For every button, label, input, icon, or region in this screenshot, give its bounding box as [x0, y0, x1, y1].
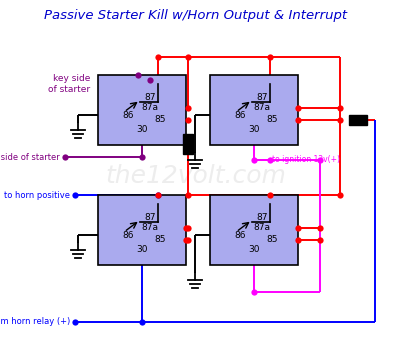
Text: 87: 87: [144, 214, 156, 222]
Text: 30: 30: [136, 126, 148, 134]
Text: to horn positive: to horn positive: [4, 190, 70, 200]
Text: key side
of starter: key side of starter: [48, 74, 90, 94]
Text: 87: 87: [256, 94, 268, 102]
Bar: [210, 195, 298, 265]
Bar: [98, 195, 186, 265]
Text: from horn relay (+): from horn relay (+): [0, 318, 70, 327]
Bar: [210, 75, 298, 145]
Text: 30: 30: [248, 245, 260, 254]
Text: 87a: 87a: [141, 103, 158, 113]
Bar: [349, 115, 367, 125]
Text: 85: 85: [266, 115, 278, 125]
Bar: [183, 134, 193, 154]
Text: 30: 30: [136, 245, 148, 254]
Text: 87: 87: [256, 214, 268, 222]
Text: 86: 86: [122, 111, 134, 119]
Text: 87a: 87a: [253, 103, 270, 113]
Text: 85: 85: [266, 235, 278, 245]
Text: Passive Starter Kill w/Horn Output & Interrupt: Passive Starter Kill w/Horn Output & Int…: [44, 9, 347, 22]
Text: 85: 85: [154, 235, 166, 245]
Text: 87: 87: [144, 94, 156, 102]
Text: 86: 86: [234, 231, 246, 239]
Text: 87a: 87a: [253, 224, 270, 233]
Text: 30: 30: [248, 126, 260, 134]
Text: 86: 86: [122, 231, 134, 239]
Text: 87a: 87a: [141, 224, 158, 233]
Bar: [98, 75, 186, 145]
Text: the12volt.com: the12volt.com: [106, 164, 286, 188]
Text: motor side of starter: motor side of starter: [0, 152, 60, 162]
Text: to ignition 12v(+): to ignition 12v(+): [272, 156, 340, 164]
Text: 86: 86: [234, 111, 246, 119]
Text: 85: 85: [154, 115, 166, 125]
